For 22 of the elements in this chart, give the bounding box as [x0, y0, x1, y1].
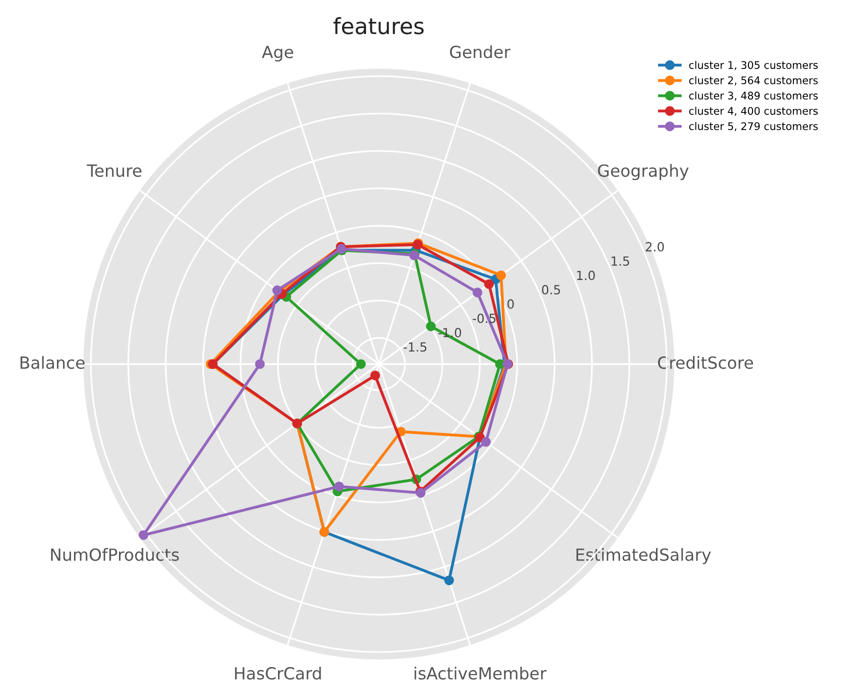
y-tick-label: 1.0 [577, 270, 595, 280]
chart-title: features [333, 17, 424, 34]
spoke-label: HasCrCard [235, 666, 321, 680]
legend-label: cluster 1, 305 customers [689, 60, 818, 70]
y-tick-label: 0.5 [542, 284, 560, 294]
spoke-label: Balance [20, 356, 85, 369]
y-tick-label: 1.5 [612, 256, 630, 266]
spoke-label: CreditScore [658, 356, 754, 369]
y-tick-label: -1.5 [404, 342, 426, 352]
spoke-label: isActiveMember [414, 666, 546, 680]
legend-label: cluster 2, 564 customers [689, 76, 818, 86]
spoke-label: Gender [450, 45, 510, 58]
legend-label: cluster 5, 279 customers [689, 122, 818, 132]
y-tick-label: 2.0 [646, 242, 664, 252]
legend-label: cluster 3, 489 customers [689, 91, 818, 101]
legend-label: cluster 4, 400 customers [689, 106, 818, 116]
spoke-label: Age [262, 46, 294, 62]
spoke-label: Tenure [86, 164, 142, 177]
spoke-label: NumOfProducts [51, 548, 179, 561]
y-tick-label: 0 [507, 299, 514, 309]
spoke-label: Geography [598, 164, 689, 180]
spoke-label: EstimatedSalary [576, 548, 711, 564]
